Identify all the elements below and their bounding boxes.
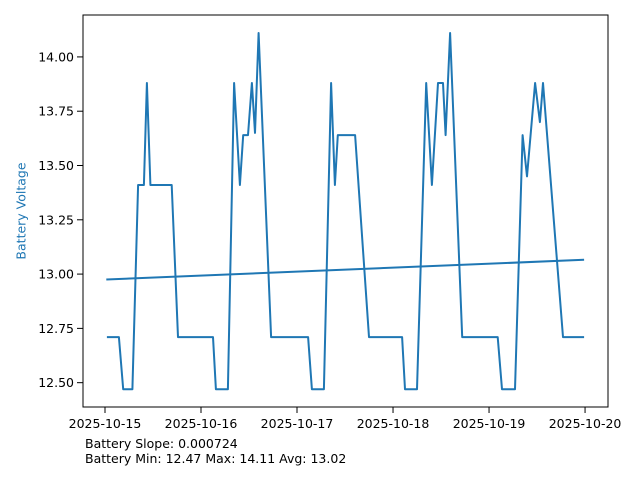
x-tick-label: 2025-10-18 (357, 416, 430, 431)
annotation-battery-slope: Battery Slope: 0.000724 (85, 436, 238, 451)
x-tick-label: 2025-10-15 (69, 416, 142, 431)
y-axis-label: Battery Voltage (13, 162, 29, 260)
y-tick-label: 13.00 (38, 267, 74, 282)
annotation-battery-min-max-avg: Battery Min: 12.47 Max: 14.11 Avg: 13.02 (85, 451, 347, 466)
x-tick-label: 2025-10-16 (165, 416, 238, 431)
x-tick-label: 2025-10-17 (261, 416, 334, 431)
battery-voltage-line (106, 32, 585, 391)
y-tick-label: 13.75 (38, 104, 74, 119)
y-tick-label: 14.00 (38, 49, 74, 64)
y-tick-label: 12.50 (38, 375, 74, 390)
y-tick-label: 13.25 (38, 212, 74, 227)
y-tick-label: 13.50 (38, 158, 74, 173)
trend-line (106, 258, 585, 281)
x-tick-label: 2025-10-20 (549, 416, 622, 431)
x-tick-label: 2025-10-19 (453, 416, 526, 431)
y-tick-label: 12.75 (38, 321, 74, 336)
plot-border (82, 14, 609, 408)
